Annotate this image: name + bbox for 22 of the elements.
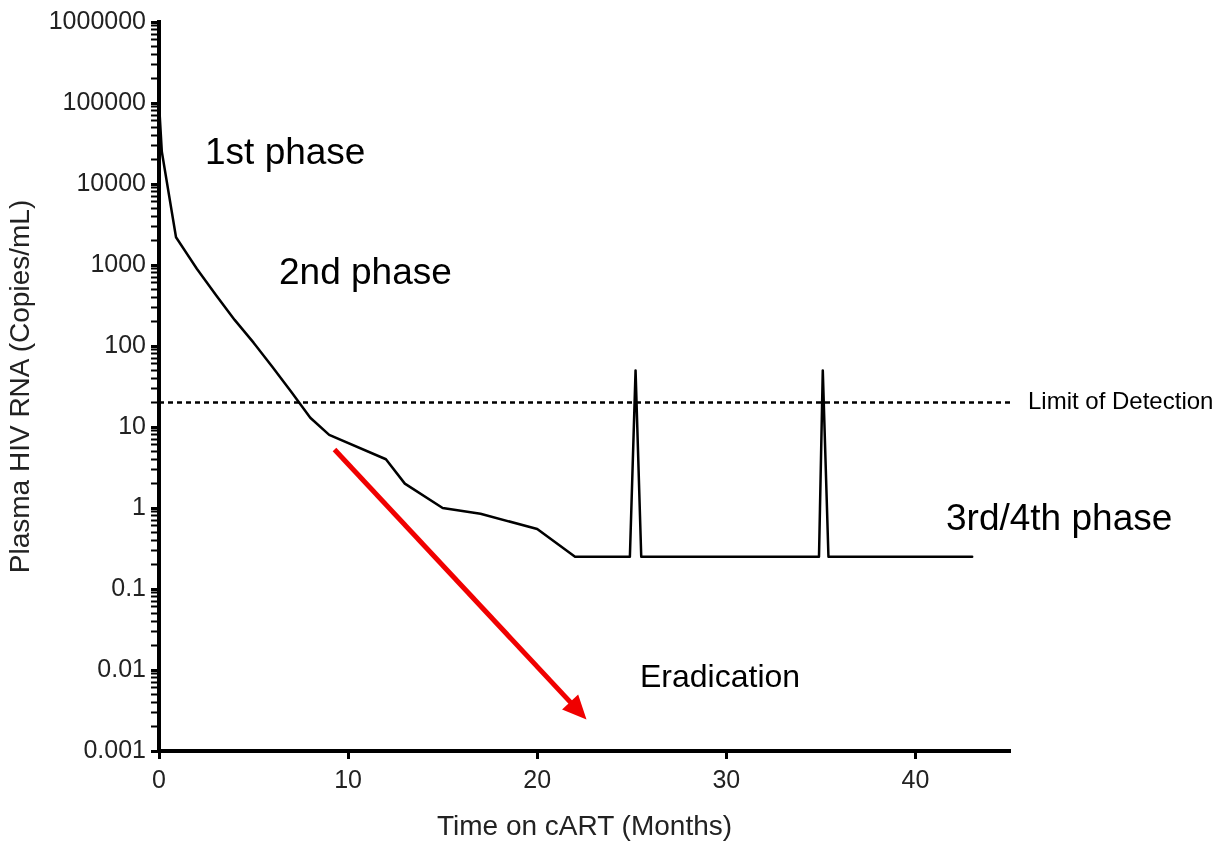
x-tick-label: 30 <box>712 764 741 793</box>
annotation: 1st phase <box>205 131 366 173</box>
x-tick-label: 10 <box>334 764 363 793</box>
annotation: Eradication <box>640 657 801 694</box>
y-tick-label: 0.01 <box>97 653 146 682</box>
annotation: 3rd/4th phase <box>946 497 1173 539</box>
x-axis-title: Time on cART (Months) <box>436 809 733 841</box>
y-axis-title: Plasma HIV RNA (Copies/mL) <box>3 199 35 574</box>
y-tick-label: 10000 <box>76 167 146 196</box>
y-tick-label: 0.001 <box>83 734 146 763</box>
ref-line-label: Limit of Detection <box>1028 387 1214 415</box>
y-tick-label: 0.1 <box>111 572 146 601</box>
y-tick-label: 10 <box>118 410 146 439</box>
y-tick-label: 1000 <box>90 248 146 277</box>
x-tick-label: 40 <box>901 764 930 793</box>
x-tick-label: 0 <box>152 764 166 793</box>
y-tick-label: 1 <box>132 491 146 520</box>
y-tick-label: 1000000 <box>48 5 146 34</box>
y-tick-label: 100000 <box>62 86 146 115</box>
x-tick-label: 20 <box>523 764 552 793</box>
y-tick-label: 100 <box>104 329 146 358</box>
annotation: 2nd phase <box>279 251 452 293</box>
